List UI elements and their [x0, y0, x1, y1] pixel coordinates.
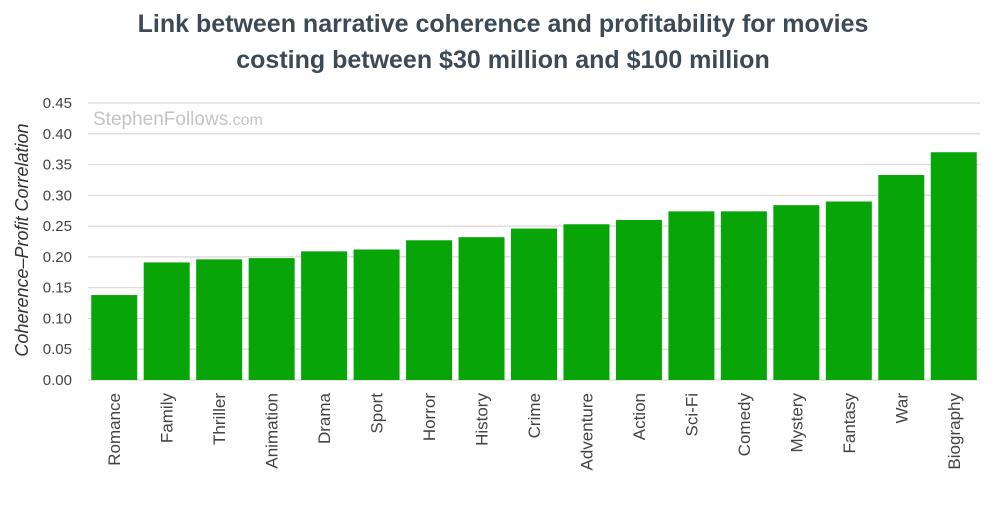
- x-tick-label: Animation: [263, 393, 282, 469]
- bar-romance: [91, 295, 138, 380]
- x-tick-label: Crime: [525, 393, 544, 438]
- y-tick-label: 0.10: [43, 310, 72, 327]
- watermark-main: StephenFollows: [93, 109, 228, 130]
- y-tick-label: 0.30: [43, 187, 72, 204]
- x-tick-label: Sci-Fi: [682, 393, 701, 436]
- y-tick-label: 0.20: [43, 249, 72, 266]
- bar-crime: [511, 228, 557, 380]
- x-tick-label: Action: [630, 393, 649, 440]
- y-tick-label: 0.00: [43, 372, 72, 389]
- bars: [91, 152, 977, 380]
- y-tick-label: 0.15: [43, 280, 72, 297]
- watermark-suffix: .com: [228, 112, 263, 129]
- x-tick-label: Comedy: [735, 393, 754, 457]
- x-tick-label: Biography: [945, 393, 964, 470]
- x-axis-labels: Romance Family Thriller Animation Drama Sport…: [105, 392, 964, 470]
- bar-drama: [301, 251, 348, 380]
- x-tick-label: Horror: [420, 393, 439, 442]
- bar-fantasy: [825, 201, 872, 380]
- bar-mystery: [773, 205, 820, 380]
- x-tick-label: Drama: [315, 392, 334, 444]
- bar-action: [615, 219, 662, 380]
- x-tick-label: Sport: [368, 393, 387, 434]
- y-tick-label: 0.25: [43, 218, 72, 235]
- bar-history: [458, 237, 505, 380]
- chart-title-line-2: costing between $30 million and $100 mil…: [236, 46, 770, 74]
- bar-adventure: [563, 224, 610, 380]
- bar-thriller: [196, 259, 243, 380]
- x-tick-label: History: [473, 393, 492, 446]
- chart-title: Link between narrative coherence and pro…: [0, 6, 1006, 78]
- x-tick-label: Mystery: [787, 393, 806, 453]
- x-tick-label: Family: [158, 393, 177, 444]
- x-tick-label: Adventure: [577, 393, 596, 471]
- y-tick-label: 0.35: [43, 157, 72, 174]
- y-axis-ticks: 0.00 0.05 0.10 0.15 0.20 0.25 0.30 0.35 0.40 0.45: [43, 95, 72, 389]
- bar-family: [143, 262, 190, 380]
- x-tick-label: Romance: [105, 393, 124, 466]
- y-tick-label: 0.40: [43, 126, 72, 143]
- y-axis-label: Coherence–Profit Correlation: [12, 123, 32, 356]
- y-tick-label: 0.05: [43, 341, 72, 358]
- bar-animation: [248, 258, 295, 380]
- bar-biography: [930, 152, 977, 380]
- bar-war: [878, 175, 925, 380]
- x-tick-label: Fantasy: [840, 393, 859, 454]
- bar-sci-fi: [668, 211, 715, 380]
- x-tick-label: Thriller: [210, 393, 229, 445]
- bar-horror: [406, 240, 453, 380]
- chart-title-line-1: Link between narrative coherence and pro…: [137, 10, 869, 38]
- bar-sport: [353, 249, 400, 380]
- watermark: StephenFollows.com: [93, 109, 263, 130]
- bar-comedy: [720, 211, 767, 380]
- x-tick-label: War: [892, 393, 911, 424]
- y-tick-label: 0.45: [43, 95, 72, 112]
